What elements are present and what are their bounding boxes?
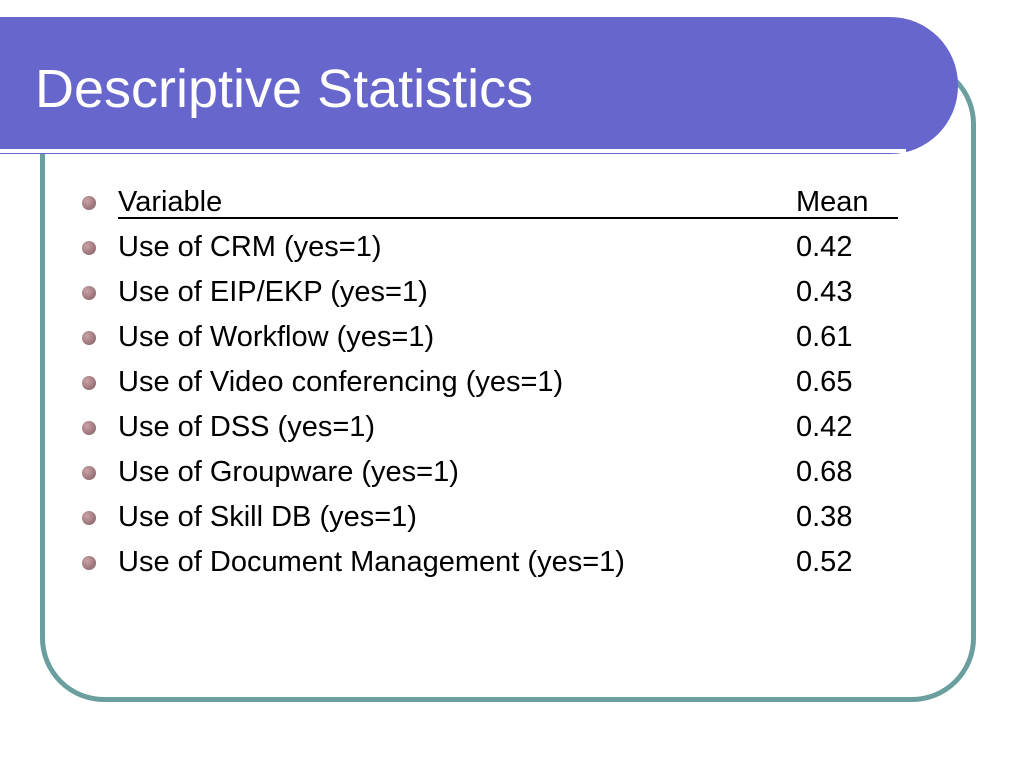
variable-label: Use of Video conferencing (yes=1) [118,366,564,398]
bullet-icon [82,196,96,210]
header-underline [118,217,898,219]
mean-value: 0.65 [796,366,853,398]
variable-label: Use of Groupware (yes=1) [118,456,459,488]
variable-label: Use of EIP/EKP (yes=1) [118,276,428,308]
list-item: Use of Workflow (yes=1) 0.61 [82,315,912,360]
bullet-icon [82,331,96,345]
variable-label: Use of Workflow (yes=1) [118,321,435,353]
variable-label: Use of CRM (yes=1) [118,231,382,263]
mean-value: 0.68 [796,456,853,488]
list-item: Use of Groupware (yes=1) 0.68 [82,450,912,495]
mean-value: 0.43 [796,276,853,308]
mean-value: 0.38 [796,501,853,533]
variable-header: Variable [118,186,223,218]
bullet-icon [82,466,96,480]
slide-title: Descriptive Statistics [35,59,534,119]
bullet-icon [82,376,96,390]
list-item: Use of Video conferencing (yes=1) 0.65 [82,360,912,405]
mean-value: 0.52 [796,546,853,578]
list-item: Use of DSS (yes=1) 0.42 [82,405,912,450]
list-item: Use of Document Management (yes=1) 0.52 [82,540,912,585]
mean-value: 0.42 [796,411,853,443]
statistics-list: Variable Mean Use of CRM (yes=1) 0.42 Us… [82,180,912,585]
title-bar: Descriptive Statistics [0,17,958,154]
mean-value: 0.42 [796,231,853,263]
variable-label: Use of Document Management (yes=1) [118,546,625,578]
variable-label: Use of Skill DB (yes=1) [118,501,417,533]
header-row: Variable Mean [82,180,912,225]
list-item: Use of Skill DB (yes=1) 0.38 [82,495,912,540]
content-frame [40,60,976,702]
list-item: Use of EIP/EKP (yes=1) 0.43 [82,270,912,315]
mean-value: 0.61 [796,321,853,353]
list-item: Use of CRM (yes=1) 0.42 [82,225,912,270]
bullet-icon [82,286,96,300]
variable-label: Use of DSS (yes=1) [118,411,376,443]
bullet-icon [82,511,96,525]
mean-header: Mean [796,186,869,218]
bullet-icon [82,421,96,435]
bullet-icon [82,556,96,570]
title-rule [0,149,906,153]
bullet-icon [82,241,96,255]
